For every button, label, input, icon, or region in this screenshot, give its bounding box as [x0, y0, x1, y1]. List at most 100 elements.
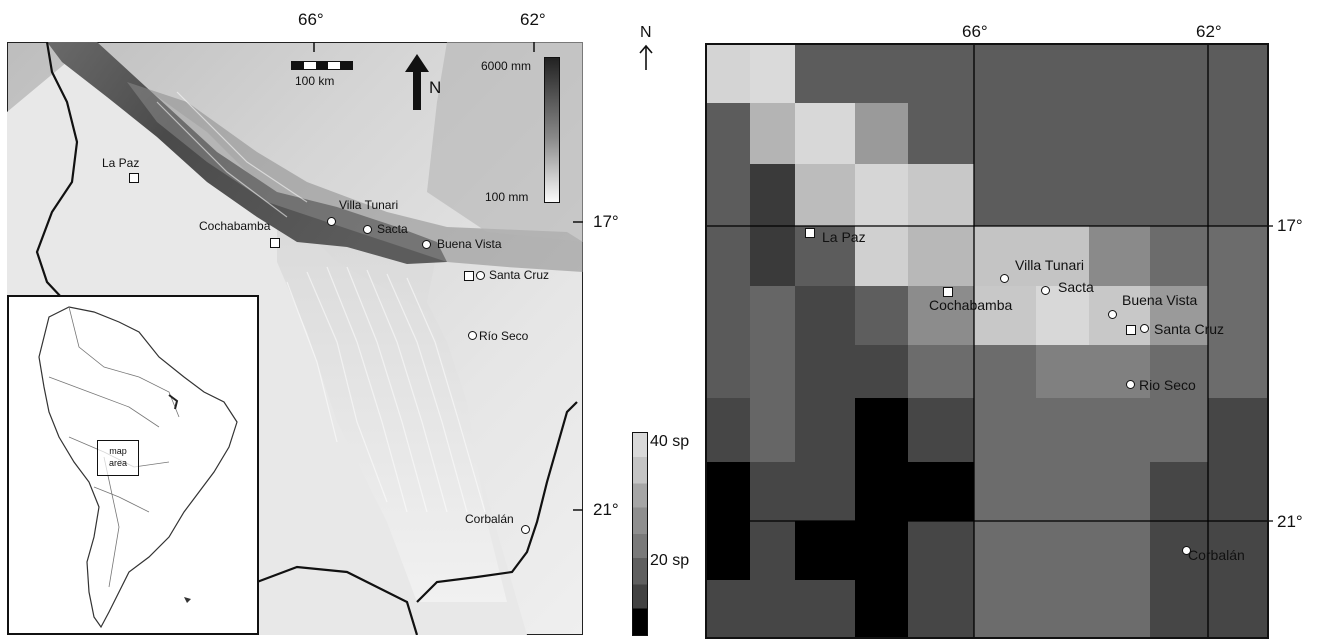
grid-cell: [855, 164, 908, 226]
species-legend: [632, 432, 648, 636]
grid-cell: [705, 462, 750, 521]
map-area-box: map area: [97, 440, 139, 476]
grid-cell: [1089, 164, 1150, 226]
grid-cell: [1036, 286, 1089, 345]
grid-cell: [1089, 286, 1150, 345]
map-area-label-2: area: [108, 458, 127, 468]
grid-cell: [795, 398, 855, 462]
r-marker-villa-tunari: [1000, 274, 1009, 283]
grid-cell: [1089, 103, 1150, 164]
grid-cell: [1089, 462, 1150, 521]
left-lon-66: 66°: [298, 10, 324, 29]
grid-cell: [750, 462, 795, 521]
grid-cell: [1089, 345, 1150, 398]
grid-cell: [795, 521, 855, 580]
grid-cell: [1036, 43, 1089, 103]
species-legend-high: 40 sp: [650, 433, 690, 450]
r-marker-sacta: [1041, 286, 1050, 295]
r-label-sacta: Sacta: [1058, 279, 1094, 295]
grid-cell: [1208, 521, 1268, 580]
grid-cell: [1036, 580, 1089, 639]
grid-cell: [974, 345, 1036, 398]
species-legend-mid: 20 sp: [650, 552, 690, 569]
grid-cell: [1208, 286, 1268, 345]
grid-cell: [750, 521, 795, 580]
r-marker-buena-vista: [1108, 310, 1117, 319]
grid-cell: [1150, 462, 1208, 521]
precip-legend-min: 100 mm: [485, 190, 529, 204]
r-label-la-paz: La Paz: [822, 229, 866, 245]
scale-bar-label: 100 km: [295, 74, 335, 88]
grid-cell: [974, 521, 1036, 580]
r-marker-santa-cruz-circle: [1140, 324, 1149, 333]
grid-cell: [1036, 521, 1089, 580]
grid-cell: [974, 580, 1036, 639]
right-lat-17: 17°: [1277, 216, 1303, 235]
grid-cell: [1150, 164, 1208, 226]
label-rio-seco: Río Seco: [479, 329, 529, 343]
grid-cell: [908, 164, 974, 226]
grid-cell: [1208, 103, 1268, 164]
grid-cell: [1036, 226, 1089, 286]
grid-cell: [908, 226, 974, 286]
grid-cell: [974, 43, 1036, 103]
inset-map: map area: [7, 295, 259, 635]
r-marker-corbalan: [1182, 546, 1191, 555]
grid-cell: [750, 226, 795, 286]
left-lon-62: 62°: [520, 10, 546, 29]
grid-cell: [908, 286, 974, 345]
north-arrow-label: N: [429, 78, 442, 97]
grid-cell: [750, 103, 795, 164]
grid-cell: [1036, 164, 1089, 226]
grid-cell: [705, 164, 750, 226]
grid-cell: [750, 398, 795, 462]
left-lat-21: 21°: [593, 500, 619, 519]
grid-cell: [750, 43, 795, 103]
left-map: map area 100 km N 6000 mm 100 mm La Paz …: [7, 42, 583, 635]
grid-cell: [974, 164, 1036, 226]
label-la-paz: La Paz: [102, 156, 140, 170]
grid-cell: [750, 580, 795, 639]
marker-santa-cruz-square: [464, 271, 474, 281]
label-cochabamba: Cochabamba: [199, 219, 271, 233]
precip-legend-bar: [544, 57, 560, 203]
grid-cell: [795, 103, 855, 164]
grid-cell: [705, 43, 750, 103]
grid-cell: [908, 43, 974, 103]
r-marker-santa-cruz-square: [1126, 325, 1136, 335]
grid-cell: [1150, 286, 1208, 345]
marker-cochabamba: [270, 238, 280, 248]
grid-cell: [908, 103, 974, 164]
right-lon-62: 62°: [1196, 22, 1222, 41]
marker-villa-tunari: [327, 217, 336, 226]
species-grid-map: [705, 43, 1273, 639]
r-label-rio-seco: Rio Seco: [1139, 377, 1196, 393]
marker-buena-vista: [422, 240, 431, 249]
map-area-label-1: map: [109, 446, 127, 456]
right-north-arrow-icon: [639, 44, 653, 70]
grid-cell: [908, 521, 974, 580]
grid-cell: [908, 580, 974, 639]
grid-cell: [974, 286, 1036, 345]
marker-santa-cruz-circle: [476, 271, 485, 280]
grid-cell: [855, 398, 908, 462]
grid-cell: [1150, 398, 1208, 462]
grid-cell: [908, 398, 974, 462]
grid-cell: [1089, 521, 1150, 580]
grid-cell: [855, 462, 908, 521]
grid-cell: [974, 462, 1036, 521]
grid-cell: [1208, 398, 1268, 462]
grid-cell: [855, 286, 908, 345]
label-corbalan: Corbalán: [465, 512, 514, 526]
grid-cell: [795, 345, 855, 398]
marker-la-paz: [129, 173, 139, 183]
north-arrow-icon: [405, 54, 429, 110]
grid-cell: [1089, 580, 1150, 639]
grid-cell: [855, 103, 908, 164]
grid-cell: [705, 345, 750, 398]
grid-cell: [855, 521, 908, 580]
right-north-label: N: [640, 24, 652, 41]
grid-cell: [1208, 164, 1268, 226]
grid-cell: [705, 286, 750, 345]
right-lat-21: 21°: [1277, 512, 1303, 531]
